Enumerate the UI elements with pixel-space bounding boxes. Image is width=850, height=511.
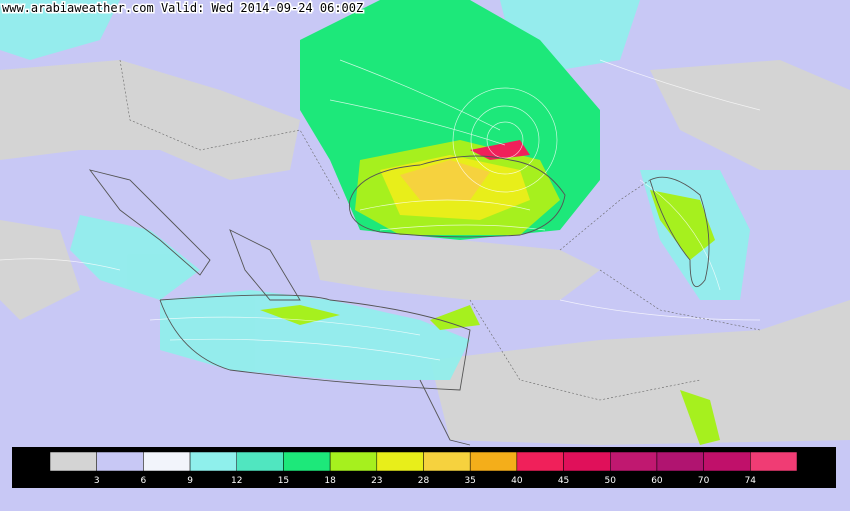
- legend-label: 3: [94, 476, 100, 486]
- legend-label: 28: [418, 476, 430, 486]
- borders: [119, 59, 761, 401]
- legend-label: 45: [558, 476, 569, 486]
- legend-label: 70: [698, 476, 710, 486]
- legend-swatch: [750, 451, 798, 472]
- legend-swatch: [376, 451, 424, 472]
- legend-swatch: [283, 451, 331, 472]
- legend: 3 6 9 12 15 18 23 28 35 40 45 50 60 70 74: [49, 451, 798, 486]
- legend-swatch: [703, 451, 751, 472]
- legend-swatch: [469, 451, 518, 472]
- legend-label: 23: [371, 476, 382, 486]
- legend-swatch: [189, 451, 237, 472]
- legend-swatch: [49, 451, 97, 472]
- legend-label: 12: [231, 476, 242, 486]
- legend-label: 15: [278, 476, 289, 486]
- storm-system: [260, 0, 720, 445]
- legend-label: 60: [651, 476, 663, 486]
- legend-swatch: [329, 451, 378, 472]
- legend-swatch: [656, 451, 704, 472]
- legend-swatch: [96, 451, 144, 472]
- legend-swatch: [236, 451, 284, 472]
- legend-swatch: [143, 451, 191, 472]
- header-title: www.arabiaweather.com Valid: Wed 2014-09…: [2, 1, 363, 15]
- legend-swatch: [516, 451, 564, 472]
- legend-label: 74: [745, 476, 757, 486]
- legend-label: 6: [141, 476, 147, 486]
- legend-label: 35: [464, 476, 475, 486]
- legend-label: 18: [324, 476, 336, 486]
- land-areas: [0, 60, 850, 445]
- legend-label: 9: [187, 476, 193, 486]
- legend-label: 50: [605, 476, 617, 486]
- legend-swatch: [610, 451, 658, 472]
- legend-swatch: [563, 451, 611, 472]
- coastlines: [88, 155, 710, 446]
- legend-swatch: [423, 451, 471, 472]
- legend-label: 40: [511, 476, 523, 486]
